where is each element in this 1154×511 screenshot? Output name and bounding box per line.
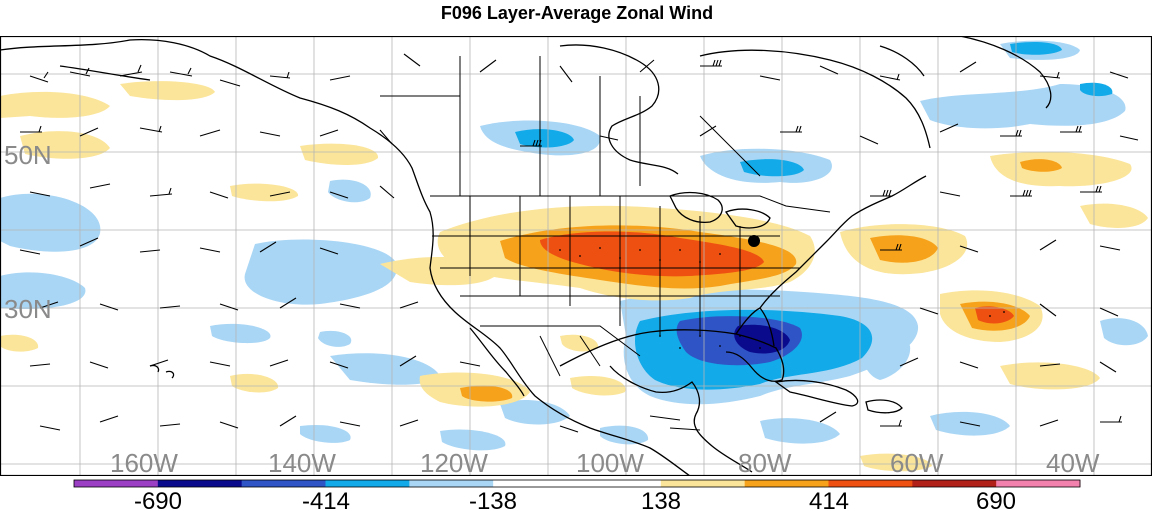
colorbar-label-neg414: -414 bbox=[302, 488, 350, 511]
lat-label-30n: 30N bbox=[4, 294, 52, 324]
lon-label-100w: 100W bbox=[576, 448, 644, 476]
colorbar-swatch bbox=[74, 480, 159, 487]
map-title: F096 Layer-Average Zonal Wind bbox=[440, 3, 714, 23]
colorbar-swatch bbox=[409, 480, 494, 487]
colorbar-swatch bbox=[325, 480, 410, 487]
colorbar: -690 -414 -138 138 414 690 bbox=[73, 479, 1081, 511]
colorbar-label-138: 138 bbox=[641, 488, 681, 511]
colorbar-swatches bbox=[74, 480, 1081, 487]
lon-label-120w: 120W bbox=[420, 448, 488, 476]
coastlines bbox=[0, 36, 1052, 476]
colorbar-swatch bbox=[996, 480, 1081, 487]
stipple-dots bbox=[559, 247, 1005, 349]
colorbar-swatch bbox=[660, 480, 746, 487]
lon-label-60w: 60W bbox=[890, 448, 944, 476]
colorbar-tick-labels: -690 -414 -138 138 414 690 bbox=[134, 488, 1016, 511]
lat-label-50n: 50N bbox=[4, 140, 52, 170]
colorbar-swatch bbox=[744, 480, 829, 487]
colorbar-label-neg690: -690 bbox=[134, 488, 182, 511]
map-border bbox=[0, 36, 1152, 476]
colorbar-swatch bbox=[912, 480, 997, 487]
lon-label-40w: 40W bbox=[1046, 448, 1100, 476]
lon-label-160w: 160W bbox=[110, 448, 178, 476]
colorbar-border bbox=[73, 479, 1081, 488]
colorbar-swatch bbox=[577, 480, 662, 487]
lat-lon-grid bbox=[0, 36, 1152, 476]
colorbar-swatch bbox=[157, 480, 243, 487]
colorbar-swatch bbox=[241, 480, 326, 487]
location-marker bbox=[748, 235, 760, 247]
shaded-wind-fields bbox=[0, 40, 1148, 472]
map-panel: 50N 30N 160W 140W 120W 100W 80W 60W 40W bbox=[0, 36, 1152, 476]
coordinate-labels: 50N 30N 160W 140W 120W 100W 80W 60W 40W bbox=[4, 140, 1100, 476]
wind-barbs bbox=[19, 53, 1139, 433]
colorbar-swatch bbox=[493, 480, 578, 487]
lon-label-80w: 80W bbox=[738, 448, 792, 476]
colorbar-label-neg138: -138 bbox=[469, 488, 517, 511]
lon-label-140w: 140W bbox=[268, 448, 336, 476]
colorbar-swatch bbox=[828, 480, 913, 487]
colorbar-label-690: 690 bbox=[976, 488, 1016, 511]
colorbar-label-414: 414 bbox=[809, 488, 849, 511]
state-borders bbox=[380, 56, 831, 431]
